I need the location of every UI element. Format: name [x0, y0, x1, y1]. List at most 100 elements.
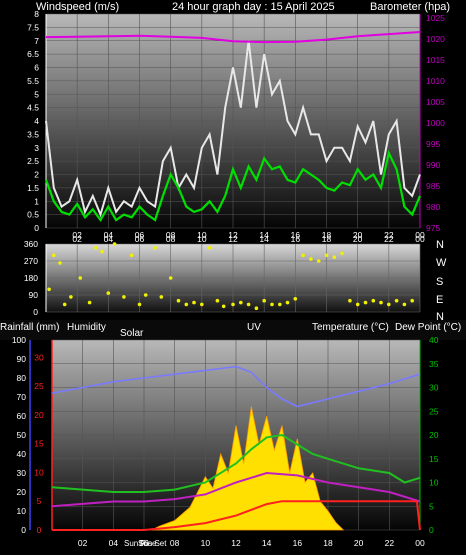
wind-direction-point — [293, 297, 298, 301]
wind-direction-point — [184, 302, 189, 307]
wind-direction-point — [239, 300, 243, 305]
windspeed-panel: 0 0.5 1 1.5 2 2.5 3 3.5 4 4.5 5 5.5 6 6.5 7 7.5 8 975 980… — [27, 9, 445, 240]
temperature-x-tick-label: 08 — [170, 538, 180, 548]
windspeed-tick-label: 0.5 — [27, 210, 39, 220]
humidity-tick-label: 50 — [17, 430, 27, 440]
direction-tick-label: 360 — [24, 239, 38, 249]
wind-direction-point — [153, 246, 157, 250]
compass-n-top: N — [436, 239, 444, 251]
wind-direction-point — [246, 302, 251, 307]
temperature-tick-label: 30 — [429, 383, 439, 393]
temperature-x-tick-label: 18 — [323, 538, 333, 548]
wind-direction-point — [129, 253, 134, 258]
direction-tick-label: 180 — [24, 273, 38, 283]
wind-direction-point — [348, 298, 352, 303]
direction-axis: 0 90 180 270 360 — [24, 239, 47, 317]
temperature-tick-label: 20 — [429, 430, 439, 440]
compass-s: S — [436, 276, 443, 288]
temperature-tick-label: 5 — [429, 501, 434, 511]
wind-direction-point — [78, 276, 83, 280]
solar-label: Solar — [120, 328, 144, 339]
wind-direction-point — [137, 302, 142, 307]
barometer-tick-label: 1015 — [426, 55, 445, 65]
barometer-label: Barometer (hpa) — [370, 1, 450, 13]
windspeed-axis: 0 0.5 1 1.5 2 2.5 3 3.5 4 4.5 5 5.5 6 6.5 7 7.5 8 — [27, 9, 47, 233]
wind-direction-point — [254, 306, 259, 311]
direction-x-tick-label: 22 — [384, 234, 394, 244]
windspeed-x-tick-label: 14 — [259, 230, 269, 240]
rainfall-tick-label: 5 — [37, 496, 42, 506]
wind-direction-panel: 0 90 180 270 360 02 04 06 08 10 12 14 16 18 20 22 00 N … — [24, 234, 447, 323]
sunset-label: Sun Set — [138, 539, 167, 548]
windspeed-label: Windspeed (m/s) — [36, 1, 119, 13]
windspeed-tick-label: 0 — [34, 223, 39, 233]
wind-direction-point — [332, 255, 337, 259]
wind-direction-point — [192, 300, 196, 305]
windspeed-x-tick-label: 08 — [166, 230, 176, 240]
temperature-tick-label: 35 — [429, 359, 439, 369]
temperature-line — [51, 433, 421, 493]
windspeed-tick-label: 3 — [34, 143, 39, 153]
wind-direction-point — [87, 300, 92, 305]
rainfall-tick-label: 0 — [37, 525, 42, 535]
windspeed-tick-label: 6 — [34, 63, 39, 73]
wind-direction-point — [309, 257, 313, 261]
wind-direction-point — [262, 298, 267, 303]
compass-n-bottom: N — [436, 311, 444, 323]
wind-direction-point — [285, 300, 290, 305]
windspeed-x-tick-label: 04 — [104, 230, 114, 240]
windspeed-tick-label: 4.5 — [27, 103, 39, 113]
wind-direction-point — [394, 298, 399, 303]
humidity-tick-label: 20 — [17, 487, 27, 497]
uv-label: UV — [247, 322, 261, 333]
temperature-x-tick-label: 16 — [293, 538, 303, 548]
windspeed-x-tick-label: 16 — [291, 230, 301, 240]
wind-direction-point — [340, 251, 344, 256]
wind-direction-point — [215, 298, 220, 303]
direction-x-tick-label: 20 — [353, 234, 363, 244]
wind-direction-point — [231, 302, 235, 307]
temperature-label: Temperature (°C) — [312, 322, 389, 333]
rainfall-tick-label: 25 — [34, 381, 44, 391]
temperature-tick-label: 40 — [429, 335, 439, 345]
barometer-tick-label: 1000 — [426, 118, 445, 128]
wind-gust-line — [45, 40, 421, 218]
humidity-tick-label: 0 — [21, 525, 26, 535]
wind-direction-point — [387, 302, 391, 307]
wind-direction-point — [58, 261, 62, 265]
windspeed-x-tick-label: 02 — [72, 230, 82, 240]
temperature-x-tick-label: 02 — [78, 538, 88, 548]
direction-x-tick-label: 12 — [228, 234, 238, 244]
temperature-x-tick-label: 14 — [262, 538, 272, 548]
wind-direction-point — [270, 302, 274, 307]
compass-w: W — [436, 257, 447, 269]
temperature-tick-label: 15 — [429, 454, 439, 464]
wind-direction-point — [324, 253, 329, 258]
barometer-tick-label: 1020 — [426, 34, 445, 44]
direction-x-tick-label: 00 — [415, 234, 425, 244]
wind-direction-point — [47, 287, 51, 292]
humidity-tick-label: 10 — [17, 506, 27, 516]
temperature-axis: 0 5 10 15 20 25 30 35 40 — [419, 335, 439, 535]
windspeed-x-tick-label: 10 — [197, 230, 207, 240]
direction-x-tick-label: 14 — [259, 234, 269, 244]
windspeed-tick-label: 7 — [34, 36, 39, 46]
wind-direction-point — [100, 249, 104, 254]
windspeed-x-tick-label: 20 — [353, 230, 363, 240]
sunrise-label: Sun Rise — [124, 539, 157, 548]
graph-title: 24 hour graph day : 15 April 2025 — [172, 1, 335, 13]
wind-direction-point — [62, 302, 67, 307]
rainfall-label: Rainfall (mm) — [0, 322, 59, 333]
direction-tick-label: 270 — [24, 256, 38, 266]
temperature-x-tick-label: 06 — [139, 538, 149, 548]
direction-x-tick-label: 18 — [322, 234, 332, 244]
humidity-line — [51, 365, 421, 408]
humidity-tick-label: 60 — [17, 411, 27, 421]
wind-direction-point — [301, 253, 305, 258]
temperature-x-tick-label: 20 — [354, 538, 364, 548]
wind-direction-point — [355, 302, 360, 307]
temperature-time-axis: 02 04 06 08 10 12 14 16 18 20 22 00 — [78, 538, 425, 548]
wind-direction-point — [176, 298, 181, 303]
windspeed-tick-label: 8 — [34, 9, 39, 19]
windspeed-tick-label: 1 — [34, 196, 39, 206]
